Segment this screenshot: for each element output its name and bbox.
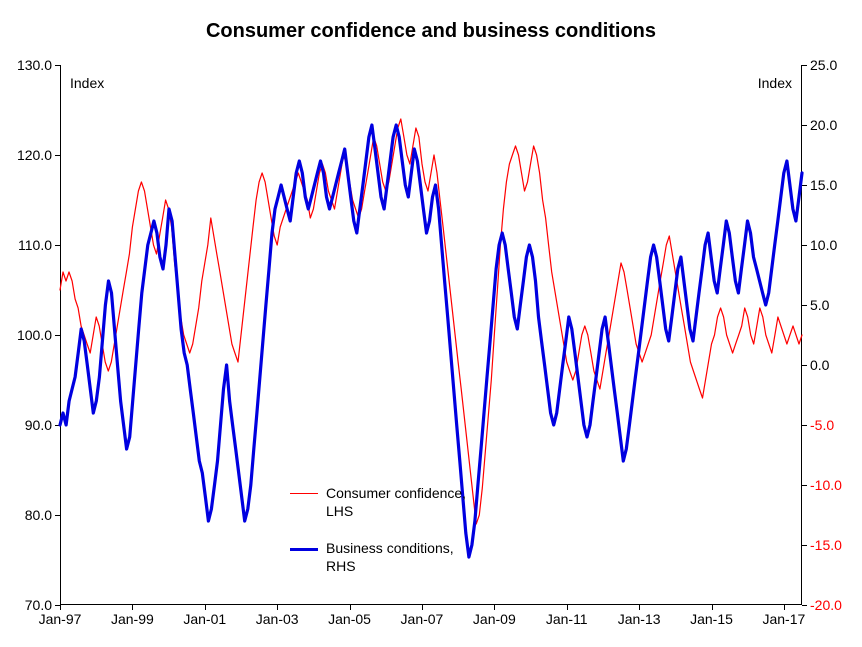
y-left-tick-label: 90.0 [25, 417, 52, 433]
y-right-tick-label: -15.0 [810, 537, 842, 553]
x-tick-label: Jan-05 [328, 611, 371, 627]
x-tick-label: Jan-11 [546, 611, 588, 627]
legend-swatch [290, 493, 318, 494]
y-left-tick-label: 130.0 [17, 57, 52, 73]
x-tick-label: Jan-01 [183, 611, 226, 627]
series-line [60, 119, 802, 524]
y-right-tick-label: -20.0 [810, 597, 842, 613]
y-right-tick-label: 25.0 [810, 57, 837, 73]
x-tick-label: Jan-97 [39, 611, 82, 627]
legend-swatch [290, 548, 318, 551]
y-left-tick-label: 100.0 [17, 327, 52, 343]
y-left-tick-label: 80.0 [25, 507, 52, 523]
y-left-tick-label: 110.0 [18, 237, 52, 253]
x-tick-label: Jan-15 [690, 611, 733, 627]
legend: Consumer confidence, LHS Business conditi… [290, 485, 476, 595]
x-tick-label: Jan-99 [111, 611, 154, 627]
x-tick-label: Jan-07 [401, 611, 444, 627]
chart-title: Consumer confidence and business conditi… [0, 20, 862, 43]
legend-item: Business conditions, RHS [290, 540, 476, 575]
y-right-tick-label: 5.0 [810, 297, 829, 313]
x-tick-label: Jan-17 [762, 611, 805, 627]
y-right-tick-label: 20.0 [810, 117, 837, 133]
y-right-tick-label: -5.0 [810, 417, 834, 433]
y-right-tick-label: 0.0 [810, 357, 829, 373]
x-tick-label: Jan-09 [473, 611, 516, 627]
y-right-tick-label: -10.0 [810, 477, 842, 493]
y-left-tick-label: 120.0 [17, 147, 52, 163]
y-right-tick-label: 15.0 [810, 177, 837, 193]
y-right-tick-label: 10.0 [810, 237, 837, 253]
legend-label: Consumer confidence, LHS [326, 485, 476, 520]
legend-label: Business conditions, RHS [326, 540, 476, 575]
chart-container: Consumer confidence and business conditi… [0, 0, 862, 647]
plot-area: 70.080.090.0100.0110.0120.0130.0-20.0-15… [60, 65, 802, 605]
x-tick-label: Jan-03 [256, 611, 299, 627]
legend-item: Consumer confidence, LHS [290, 485, 476, 520]
x-tick-label: Jan-13 [618, 611, 661, 627]
